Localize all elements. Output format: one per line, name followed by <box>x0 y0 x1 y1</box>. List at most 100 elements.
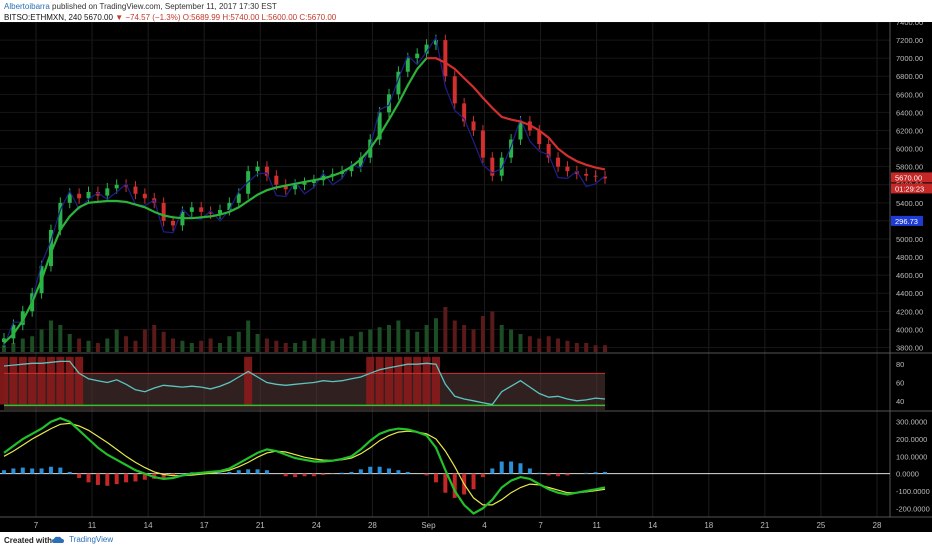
publish-line: Albertoibarra published on TradingView.c… <box>4 2 277 11</box>
volume-bar <box>565 340 570 352</box>
candle-body <box>95 191 100 196</box>
price-tick-label: 4000.00 <box>896 325 923 334</box>
candle-body <box>105 188 110 196</box>
x-tick-label: 11 <box>88 521 97 530</box>
symbol-label: BITSO:ETHMXN, 240 <box>4 13 82 22</box>
rsi-overbought-zone <box>244 356 253 405</box>
macd-histogram-bar <box>48 466 53 474</box>
candle-body <box>424 44 429 54</box>
candle-body <box>255 166 260 172</box>
volume-bar <box>574 343 579 352</box>
volume-bar <box>443 307 448 352</box>
grid-lines <box>0 22 890 517</box>
volume-bar <box>321 338 326 352</box>
macd-histogram-bar <box>509 461 514 474</box>
close-value: C:5670.00 <box>299 13 337 22</box>
candle-body <box>443 40 448 77</box>
candle-body <box>48 229 53 267</box>
volume-bar <box>433 318 438 352</box>
macd-histogram-bar <box>518 463 523 474</box>
macd-histogram-bar <box>255 469 260 474</box>
volume-bar <box>556 338 561 352</box>
author-link[interactable]: Albertoibarra <box>4 2 50 11</box>
chart-background <box>0 22 932 532</box>
candle-body <box>2 338 6 343</box>
candle-body <box>133 186 138 194</box>
price-tick-label: 7000.00 <box>896 54 923 63</box>
last-price: 5670.00 <box>84 13 113 22</box>
macd-histogram-bar <box>77 473 82 478</box>
rsi-overbought-zone <box>413 356 422 405</box>
rsi-overbought-zone <box>46 356 55 405</box>
candlesticks <box>2 34 607 348</box>
candle-body <box>509 139 514 158</box>
overlay-indicator-line <box>3 35 606 346</box>
x-tick-label: 18 <box>704 521 713 530</box>
macd-histogram-bar <box>565 473 570 476</box>
volume-bars <box>2 307 607 352</box>
macd-tick-label: -200.0000 <box>896 504 930 513</box>
volume-bar <box>105 338 110 352</box>
macd-histogram-bar <box>217 472 222 474</box>
low-value: L:5600.00 <box>261 13 298 22</box>
candle-body <box>114 184 119 189</box>
macd-histogram-bar <box>227 471 232 474</box>
rsi-overbought-zone <box>75 356 84 405</box>
volume-bar <box>133 340 138 352</box>
volume-bar <box>124 336 129 352</box>
down-arrow-icon: ▼ <box>115 13 124 22</box>
candle-body <box>11 324 16 339</box>
macd-histogram-bar <box>293 473 298 478</box>
price-tick-label: 7400.00 <box>896 22 923 27</box>
candle-body <box>387 94 392 113</box>
macd-histogram-bar <box>39 468 44 474</box>
open-value: O:5689.99 <box>182 13 221 22</box>
x-axis: 7 11 14 17 21 24 28 Sep 4 7 11 14 18 21 25 28 <box>34 521 882 530</box>
macd-histogram-bar <box>377 466 382 474</box>
volume-bar <box>180 340 185 352</box>
volume-bar <box>358 331 363 352</box>
macd-histogram-bar <box>283 473 288 477</box>
x-tick-label: 7 <box>34 521 39 530</box>
tradingview-brand[interactable]: TradingView <box>52 535 113 544</box>
candle-body <box>405 58 410 72</box>
overlay-value-label: 296.73 <box>895 217 918 226</box>
macd-histogram-bar <box>387 468 392 474</box>
price-tick-label: 5000.00 <box>896 235 923 244</box>
chart-header: Albertoibarra published on TradingView.c… <box>0 0 932 24</box>
volume-bar <box>537 338 542 352</box>
macd-histogram-bar <box>67 471 72 474</box>
x-tick-label: 14 <box>144 521 153 530</box>
volume-bar <box>480 316 485 352</box>
volume-bar <box>471 329 476 352</box>
volume-bar <box>142 329 147 352</box>
x-tick-label: 21 <box>256 521 265 530</box>
macd-tick-label: -100.0000 <box>896 487 930 496</box>
candle-body <box>433 40 438 45</box>
price-tick-label: 4200.00 <box>896 307 923 316</box>
volume-bar <box>67 334 72 352</box>
price-scale-background <box>890 22 932 532</box>
volume-bar <box>58 325 63 352</box>
macd-histogram-bar <box>556 473 561 477</box>
volume-bar <box>368 329 373 352</box>
macd-histogram-bar <box>433 473 438 483</box>
rsi-tick-label: 40 <box>896 397 904 406</box>
candle-body <box>77 193 82 199</box>
countdown-box <box>891 183 932 194</box>
x-tick-label: 24 <box>312 521 321 530</box>
chart-area[interactable]: 7 11 14 17 21 24 28 Sep 4 7 11 14 18 21 25 28 7400.00 720… <box>0 22 932 532</box>
rsi-overbought-zone <box>422 356 431 405</box>
volume-bar <box>199 340 204 352</box>
candle-body <box>396 71 401 95</box>
candle-body <box>546 144 551 158</box>
macd-histogram-bar <box>95 473 100 485</box>
price-tick-label: 6800.00 <box>896 72 923 81</box>
symbol-line: BITSO:ETHMXN, 240 5670.00 ▼ −74.57 (−1.3… <box>4 13 336 22</box>
macd-histogram-bar <box>349 471 354 474</box>
x-tick-label: 17 <box>200 521 209 530</box>
volume-bar <box>39 329 44 352</box>
macd-histogram-bar <box>321 473 326 476</box>
macd-histogram-bar <box>424 473 429 476</box>
macd-tick-label: 0.0000 <box>896 470 919 479</box>
